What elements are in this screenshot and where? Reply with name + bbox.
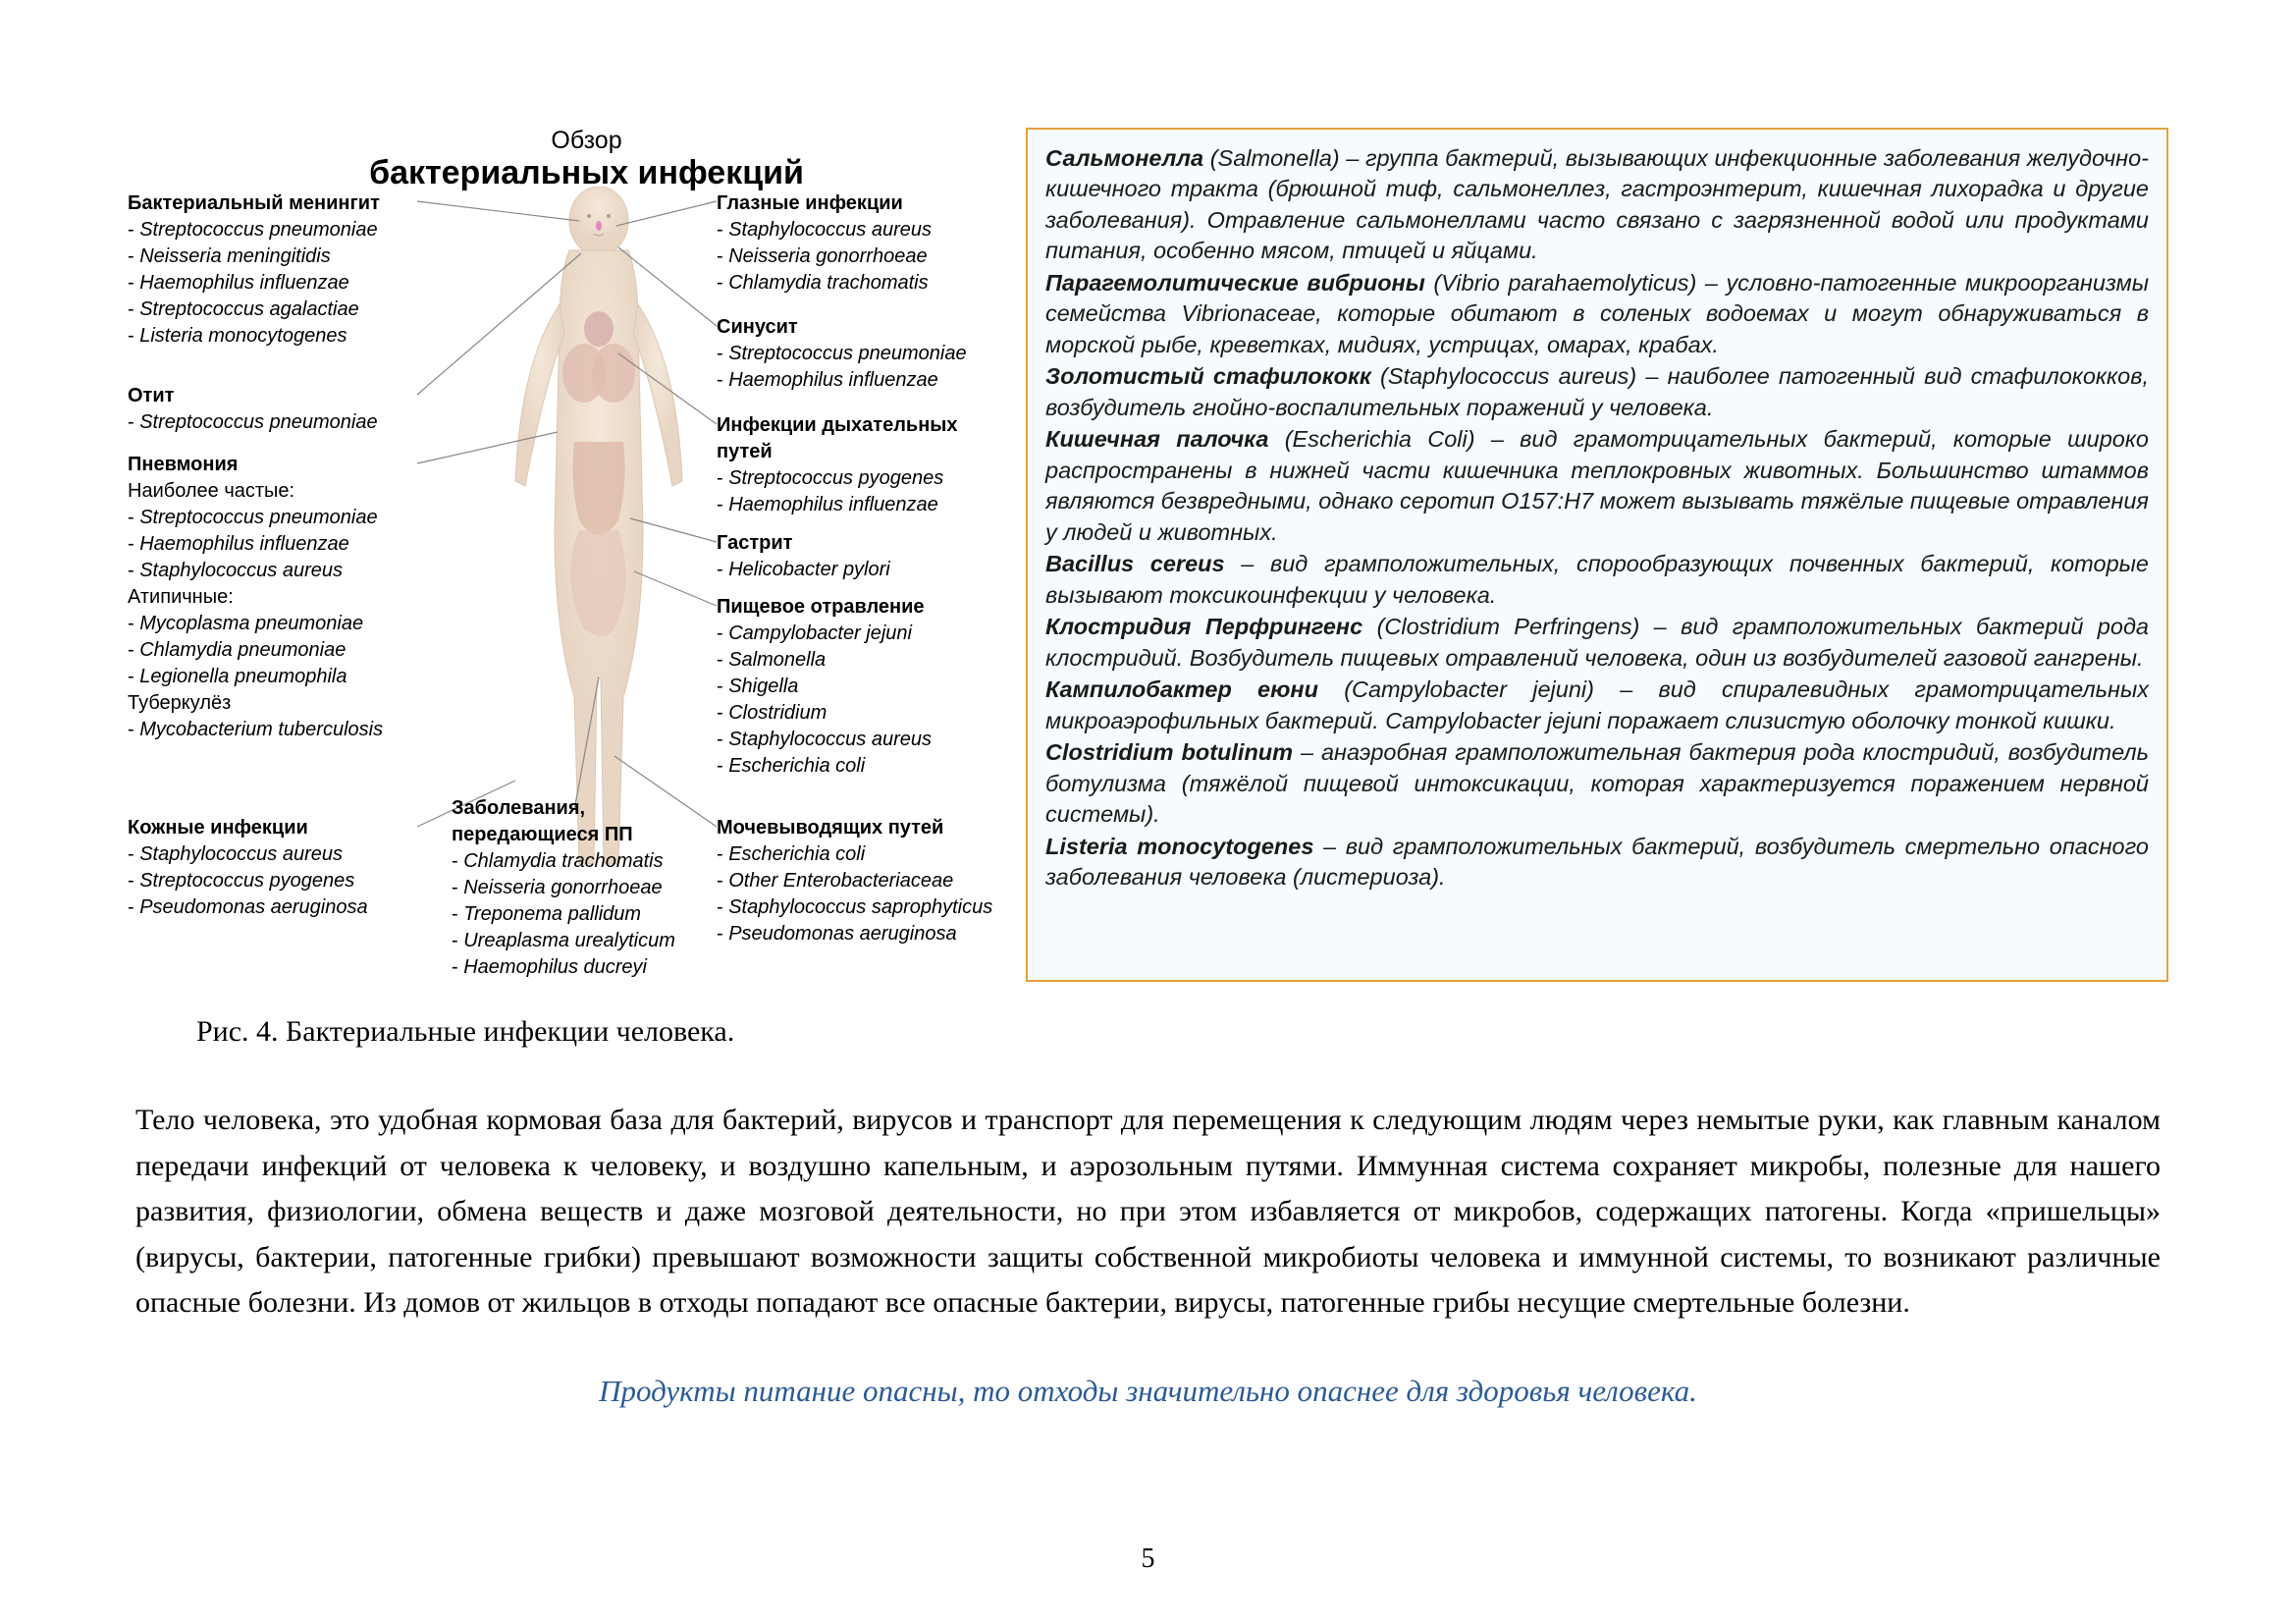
quote: Продукты питание опасны, то отходы значи…	[128, 1374, 2168, 1409]
pathogen-entry: Кампилобактер еюни (Campylobacter jejuni…	[1045, 675, 2149, 736]
pathogen-entry: Сальмонелла (Salmonella) – группа бактер…	[1045, 143, 2149, 267]
page-number: 5	[0, 1543, 2296, 1575]
pathogen-entry: Bacillus cereus – вид грамположительных,…	[1045, 549, 2149, 611]
diagram-label: Мочевыводящих путейEscherichia coliOther…	[717, 815, 996, 947]
bacterial-infections-diagram: Обзор бактериальных инфекций	[128, 128, 996, 982]
diagram-label: Пищевое отравлениеCampylobacter jejuniSa…	[717, 594, 996, 780]
pathogen-entry: Кишечная палочка (Escherichia Coli) – ви…	[1045, 424, 2149, 548]
diagram-label: Глазные инфекцииStaphylococcus aureusNei…	[717, 190, 996, 297]
main-paragraph: Тело человека, это удобная кормовая база…	[128, 1098, 2168, 1326]
diagram-label: Заболевания, передающиеся ППChlamydia tr…	[452, 795, 707, 981]
diagram-label: ОтитStreptococcus pneumoniae	[128, 383, 417, 436]
pathogen-entry: Клостридия Перфрингенс (Clostridium Perf…	[1045, 612, 2149, 674]
pathogen-entry: Listeria monocytogenes – вид грамположит…	[1045, 832, 2149, 893]
pathogen-entry: Золотистый стафилококк (Staphylococcus a…	[1045, 361, 2149, 423]
diagram-label: Инфекции дыхательных путейStreptococcus …	[717, 412, 996, 518]
diagram-label: Кожные инфекцииStaphylococcus aureusStre…	[128, 815, 417, 921]
diagram-label: ГастритHelicobacter pylori	[717, 530, 996, 583]
diagram-label: ПневмонияНаиболее частые:Streptococcus p…	[128, 452, 417, 743]
pathogens-info-box: Сальмонелла (Salmonella) – группа бактер…	[1026, 128, 2168, 982]
diagram-label: Бактериальный менингитStreptococcus pneu…	[128, 190, 417, 350]
pathogen-entry: Clostridium botulinum – анаэробная грамп…	[1045, 737, 2149, 830]
diagram-label: СинуситStreptococcus pneumoniaeHaemophil…	[717, 314, 996, 394]
figure-caption: Рис. 4. Бактериальные инфекции человека.	[128, 982, 2168, 1049]
pathogen-entry: Парагемолитические вибрионы (Vibrio para…	[1045, 268, 2149, 360]
